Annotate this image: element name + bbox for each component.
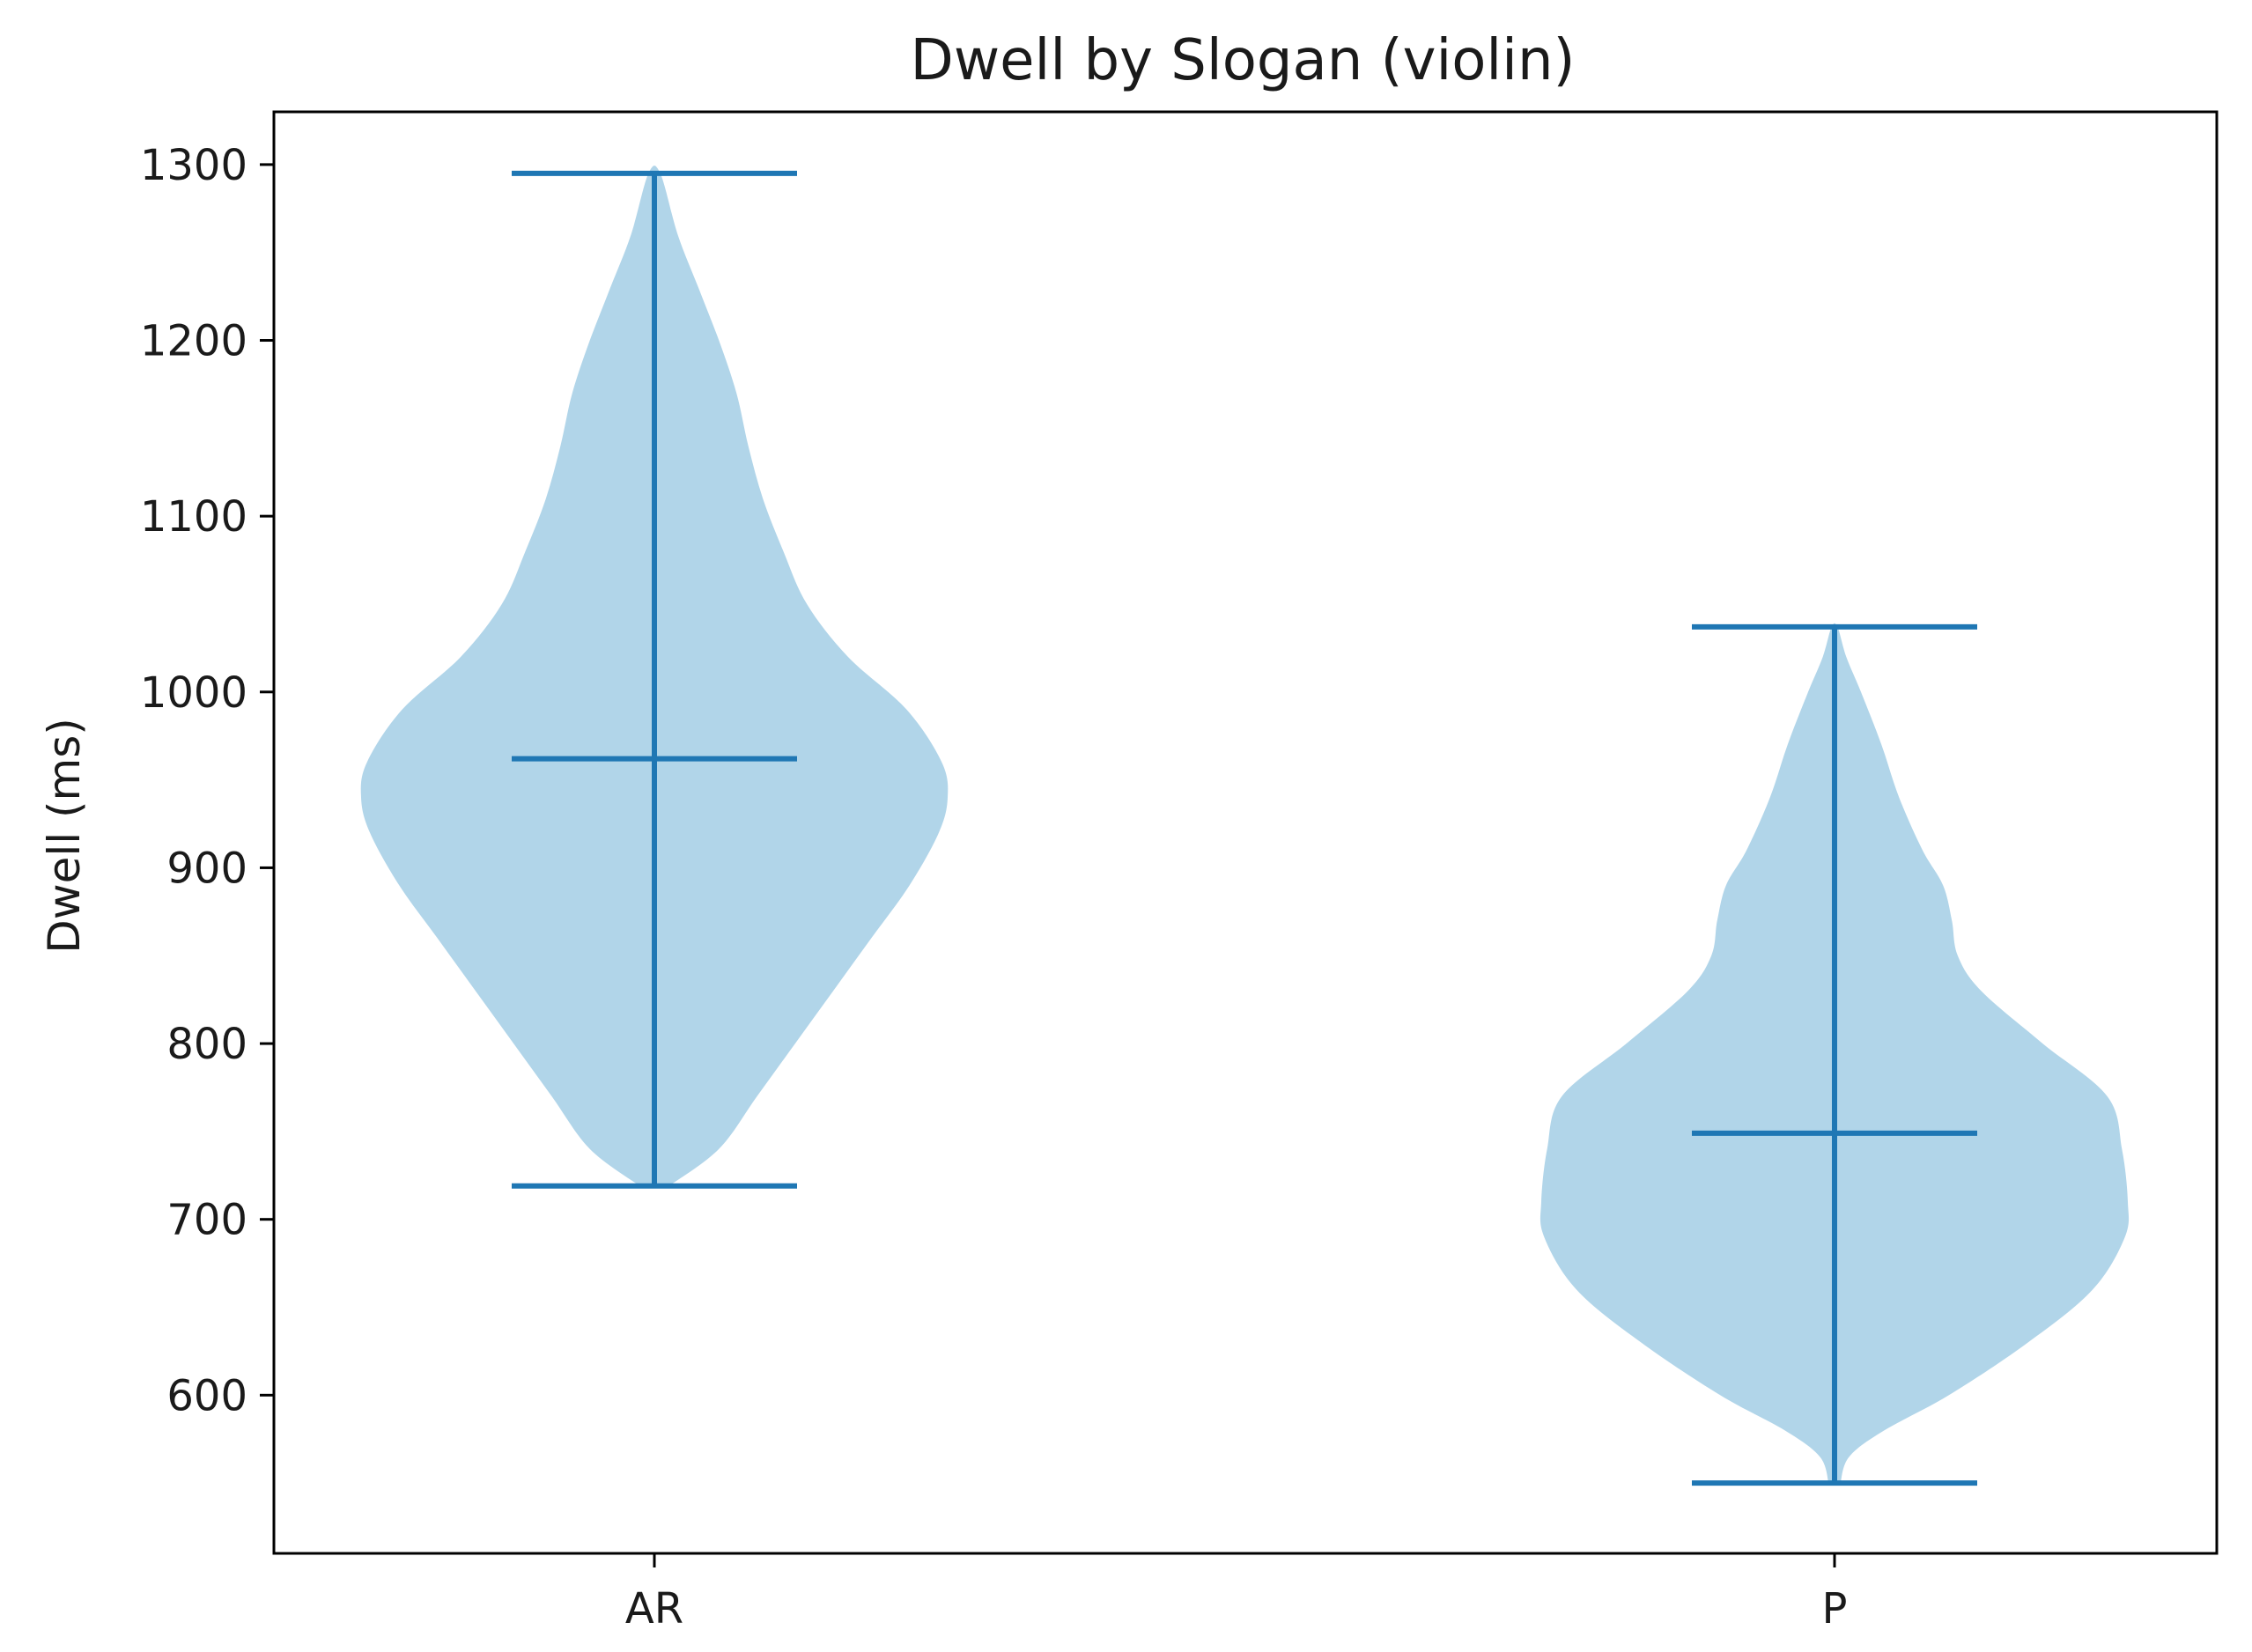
y-tick-label: 700 — [166, 1196, 247, 1245]
y-axis-label: Dwell (ms) — [39, 718, 90, 954]
y-axis-ticks: 600 700 800 900 1000 1100 1200 1300 — [140, 141, 274, 1420]
y-tick-label: 1100 — [140, 492, 247, 542]
plot-area-frame — [272, 110, 2219, 1555]
x-tick-label: AR — [625, 1584, 683, 1634]
x-axis-ticks: AR P — [625, 1553, 1848, 1634]
x-tick-label: P — [1822, 1584, 1848, 1634]
y-tick-label: 600 — [166, 1371, 247, 1420]
chart-title: Dwell by Slogan (violin) — [911, 28, 1576, 93]
y-tick-label: 1300 — [140, 141, 247, 190]
y-tick-label: 900 — [166, 844, 247, 893]
y-tick-label: 1200 — [140, 317, 247, 366]
y-tick-label: 800 — [166, 1020, 247, 1069]
stats-layer — [512, 170, 1977, 1486]
y-tick-label: 1000 — [140, 668, 247, 718]
